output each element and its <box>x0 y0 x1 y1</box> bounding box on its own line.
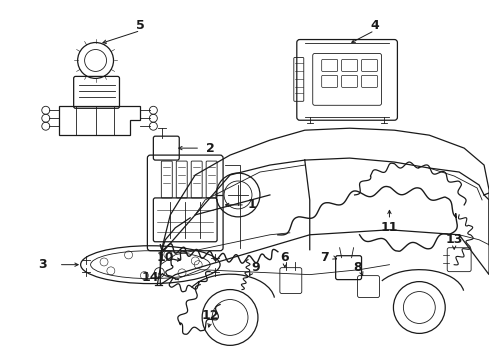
Text: 5: 5 <box>136 19 145 32</box>
Text: 13: 13 <box>445 233 463 246</box>
Text: 6: 6 <box>281 251 289 264</box>
Text: 1: 1 <box>247 198 256 211</box>
Text: 8: 8 <box>353 261 362 274</box>
Text: 4: 4 <box>370 19 379 32</box>
Text: 9: 9 <box>252 261 260 274</box>
Text: 7: 7 <box>320 251 329 264</box>
Text: 12: 12 <box>201 309 219 322</box>
Text: 3: 3 <box>39 258 47 271</box>
Text: 14: 14 <box>142 271 159 284</box>
Text: 10: 10 <box>157 251 174 264</box>
Text: 2: 2 <box>206 141 215 155</box>
Text: 11: 11 <box>381 221 398 234</box>
